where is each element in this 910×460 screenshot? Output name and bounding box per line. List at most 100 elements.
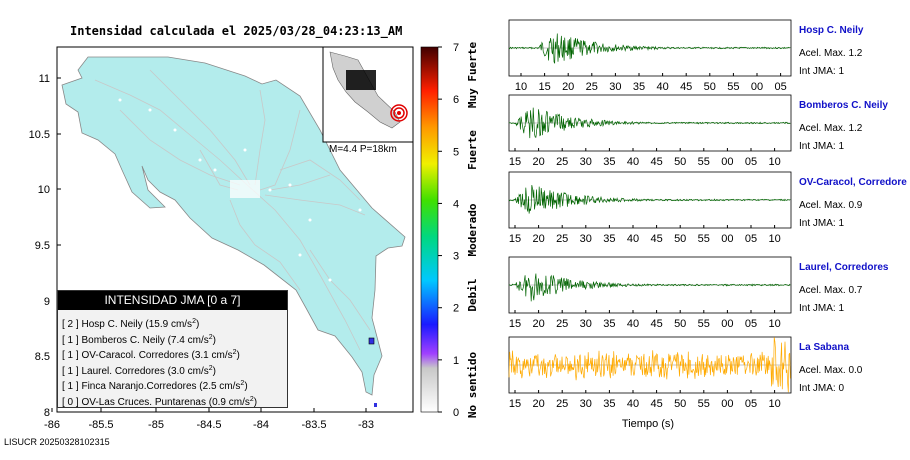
waveform-tick-label: 15 [509,156,521,168]
colorbar-label: Debil [466,278,479,311]
waveform-tick-label: 05 [774,81,786,93]
colorbar-tick-label: 1 [453,355,459,367]
waveform-tick-label: 40 [627,233,639,245]
waveform-panel: 15 20 25 30 35 40 45 50 55 00 05 10 Bomberos C. Neil… [508,94,888,168]
waveform-tick-label: 00 [721,156,733,168]
legend-header: INTENSIDAD JMA [0 a 7] [58,291,287,310]
colorbar-ticks: 0 1 2 3 4 5 6 7 [438,42,459,419]
waveform-tick-label: 45 [650,398,662,410]
map-y-tick-label: 8.5 [35,351,50,363]
station-marker-south [374,403,377,407]
colorbar-label: Moderado [466,203,479,256]
waveform-panel: 15 20 25 30 35 40 45 50 55 00 05 10 Laurel, Corredor… [508,256,889,330]
map-y-tick-label: 9.5 [35,240,50,252]
waveform-tick-label: 40 [627,318,639,330]
waveform-tick-label: 35 [603,398,615,410]
waveform-tick-label: 45 [650,156,662,168]
legend-text: Bomberos C. Neily (7.4 cm/s [81,334,209,346]
legend-text: Laurel. Corredores (3.0 cm/s [81,365,209,377]
station-name: Hosp C. Neily [799,25,864,36]
legend-row: [ 1 ] Finca Naranjo.Corredores (2.5 cm/s… [62,376,287,392]
waveform-tick-label: 10 [768,318,780,330]
legend-row: [ 1 ] OV-Caracol. Corredores (3.1 cm/s2) [62,345,287,361]
waveform-tick-label: 55 [727,81,739,93]
waveform-trace [508,185,791,214]
station-jma: Int JMA: 1 [799,218,844,229]
legend-tail: ) [212,334,216,346]
inset-highlight [346,70,376,90]
legend-row: [ 1 ] Laurel. Corredores (3.0 cm/s2) [62,361,287,377]
inset-label: M=4.4 P=18km [329,144,397,155]
legend-sup: 2 [192,318,196,325]
waveform-tick-label: 10 [768,156,780,168]
intensity-legend: INTENSIDAD JMA [0 a 7] [ 2 ] Hosp C. Nei… [57,290,288,408]
waveform-tick-label: 45 [680,81,692,93]
town-markers [118,98,362,282]
waveform-panel: 15 20 25 30 35 40 45 50 55 00 05 10 OV-Caracol, Corr… [508,171,907,245]
waveform-tick-label: 15 [509,233,521,245]
station-jma: Int JMA: 1 [799,141,844,152]
waveform-tick-label: 25 [556,233,568,245]
waveform-panel: 15 20 25 30 35 40 45 50 55 00 05 10 La Sabana Acel. M… [508,336,863,410]
legend-text: OV-Caracol. Corredores (3.1 cm/s [81,350,233,362]
map-x-tick-label: -83.5 [301,419,326,431]
waveform-tick-label: 20 [532,398,544,410]
waveform-tick-label: 15 [509,318,521,330]
colorbar-labels: No sentido Debil Moderado Fuerte Muy Fuerte [466,42,479,419]
station-name: La Sabana [799,342,849,353]
legend-row: [ 0 ] OV-Las Cruces. Puntarenas (0.9 cm/… [62,392,287,408]
waveform-tick-label: 00 [721,318,733,330]
waveform-tick-label: 20 [532,233,544,245]
map-y-tick-label: 8 [44,407,50,419]
legend-level: [ 1 ] [62,350,79,362]
map-y-axis: 11 10.5 10 9.5 9 8.5 8 [29,73,61,419]
colorbar-tick-label: 6 [453,94,459,106]
waveform-tick-label: 25 [556,156,568,168]
legend-text: Hosp C. Neily (15.9 cm/s [81,319,193,331]
station-jma: Int JMA: 0 [799,383,844,394]
costa-rica-land [61,56,406,396]
colorbar-tick-label: 0 [453,407,459,419]
colorbar-tick-label: 2 [453,303,459,315]
map-y-tick-label: 10 [38,184,50,196]
colorbar [420,46,439,413]
waveform-tick-label: 40 [627,398,639,410]
station-acel: Acel. Max. 0.7 [799,285,863,296]
colorbar-tick-label: 3 [453,251,459,263]
waveform-tick-label: 20 [532,318,544,330]
station-acel: Acel. Max. 1.2 [799,123,863,134]
waveform-tick-label: 30 [580,318,592,330]
legend-row: [ 2 ] Hosp C. Neily (15.9 cm/s2) [62,314,287,330]
waveform-tick-label: 20 [562,81,574,93]
legend-text: Finca Naranjo.Corredores (2.5 cm/s [81,381,241,393]
station-name: OV-Caracol, Corredore [799,177,907,188]
legend-level: [ 0 ] [62,396,79,408]
waveform-tick-label: 05 [745,233,757,245]
epicenter-icon [390,104,408,122]
waveform-tick-label: 30 [609,81,621,93]
waveform-tick-label: 35 [603,233,615,245]
colorbar-label: No sentido [466,352,479,419]
station-acel: Acel. Max. 1.2 [799,48,863,59]
map-x-tick-label: -84 [253,419,269,431]
waveform-trace [508,107,791,139]
waveform-tick-label: 35 [603,318,615,330]
waveform-tick-label: 55 [698,398,710,410]
waveform-tick-label: 55 [698,233,710,245]
waveform-tick-label: 25 [586,81,598,93]
waveform-tick-label: 10 [515,81,527,93]
waveform-tick-label: 30 [580,156,592,168]
map-x-tick-label: -83 [358,419,374,431]
waveform-tick-label: 55 [698,156,710,168]
station-jma: Int JMA: 1 [799,303,844,314]
waveform-xlabel: Tiempo (s) [622,418,674,430]
station-name: Laurel, Corredores [799,262,889,273]
waveform-tick-label: 30 [580,398,592,410]
colorbar-tick-label: 4 [453,198,459,210]
station-marker [368,337,375,345]
waveform-tick-label: 35 [603,156,615,168]
waveform-tick-label: 50 [674,233,686,245]
legend-sup: 2 [240,380,245,387]
legend-tail: ) [236,350,240,362]
map-x-axis: -86 -85.5 -85 -84.5 -84 -83.5 -83 [44,408,374,431]
